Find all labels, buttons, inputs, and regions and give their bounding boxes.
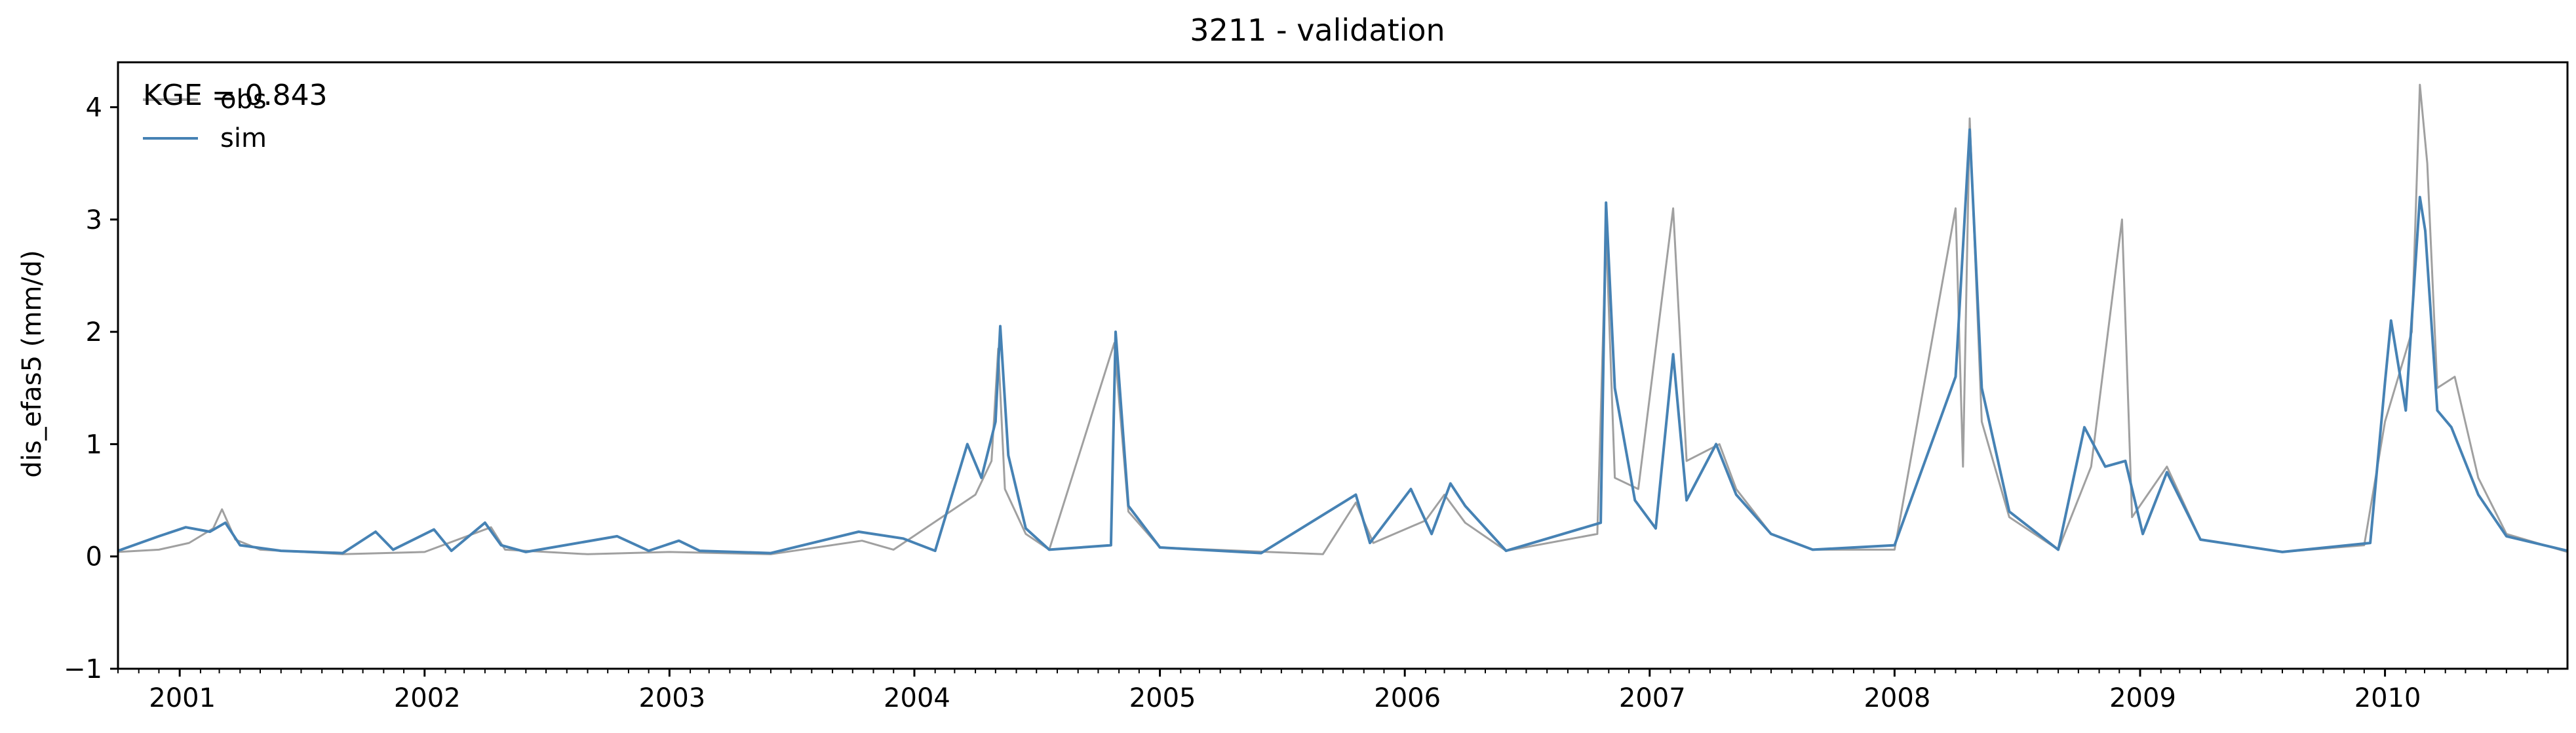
obs-series bbox=[117, 83, 2568, 555]
x-tick-label: 2004 bbox=[884, 683, 950, 713]
sim-line bbox=[117, 128, 2568, 555]
y-tick-label: 1 bbox=[86, 429, 102, 460]
y-tick-label: 3 bbox=[86, 205, 102, 235]
legend-sim-label: sim bbox=[220, 123, 267, 153]
y-axis-ticks: −1 0 1 2 3 4 bbox=[64, 93, 118, 684]
x-tick-label: 2007 bbox=[1619, 683, 1686, 713]
sim-series bbox=[117, 128, 2568, 555]
plot-area bbox=[117, 83, 2568, 555]
x-tick-label: 2006 bbox=[1374, 683, 1441, 713]
x-tick-label: 2009 bbox=[2109, 683, 2176, 713]
x-tick-label: 2002 bbox=[394, 683, 461, 713]
y-tick-label: 4 bbox=[86, 93, 102, 123]
x-tick-label: 2001 bbox=[149, 683, 216, 713]
y-tick-label: −1 bbox=[64, 654, 102, 684]
x-tick-label: 2008 bbox=[1864, 683, 1930, 713]
x-tick-label: 2010 bbox=[2354, 683, 2421, 713]
y-axis-label: dis_efas5 (mm/d) bbox=[17, 250, 47, 478]
plot-frame bbox=[117, 61, 2569, 670]
y-tick-label: 0 bbox=[86, 542, 102, 572]
y-tick-label: 2 bbox=[86, 317, 102, 347]
legend-obs-label: obs bbox=[220, 85, 267, 115]
chart-title: 3211 - validation bbox=[1190, 12, 1445, 48]
x-axis-ticks: 2001 2002 2003 2004 2005 2006 2007 2008 2009 2010 bbox=[117, 669, 2549, 713]
legend: obs sim bbox=[143, 85, 267, 153]
obs-line bbox=[117, 83, 2568, 555]
x-tick-label: 2005 bbox=[1129, 683, 1196, 713]
x-tick-label: 2003 bbox=[638, 683, 705, 713]
kge-annotation: KGE = 0.843 bbox=[143, 79, 328, 112]
